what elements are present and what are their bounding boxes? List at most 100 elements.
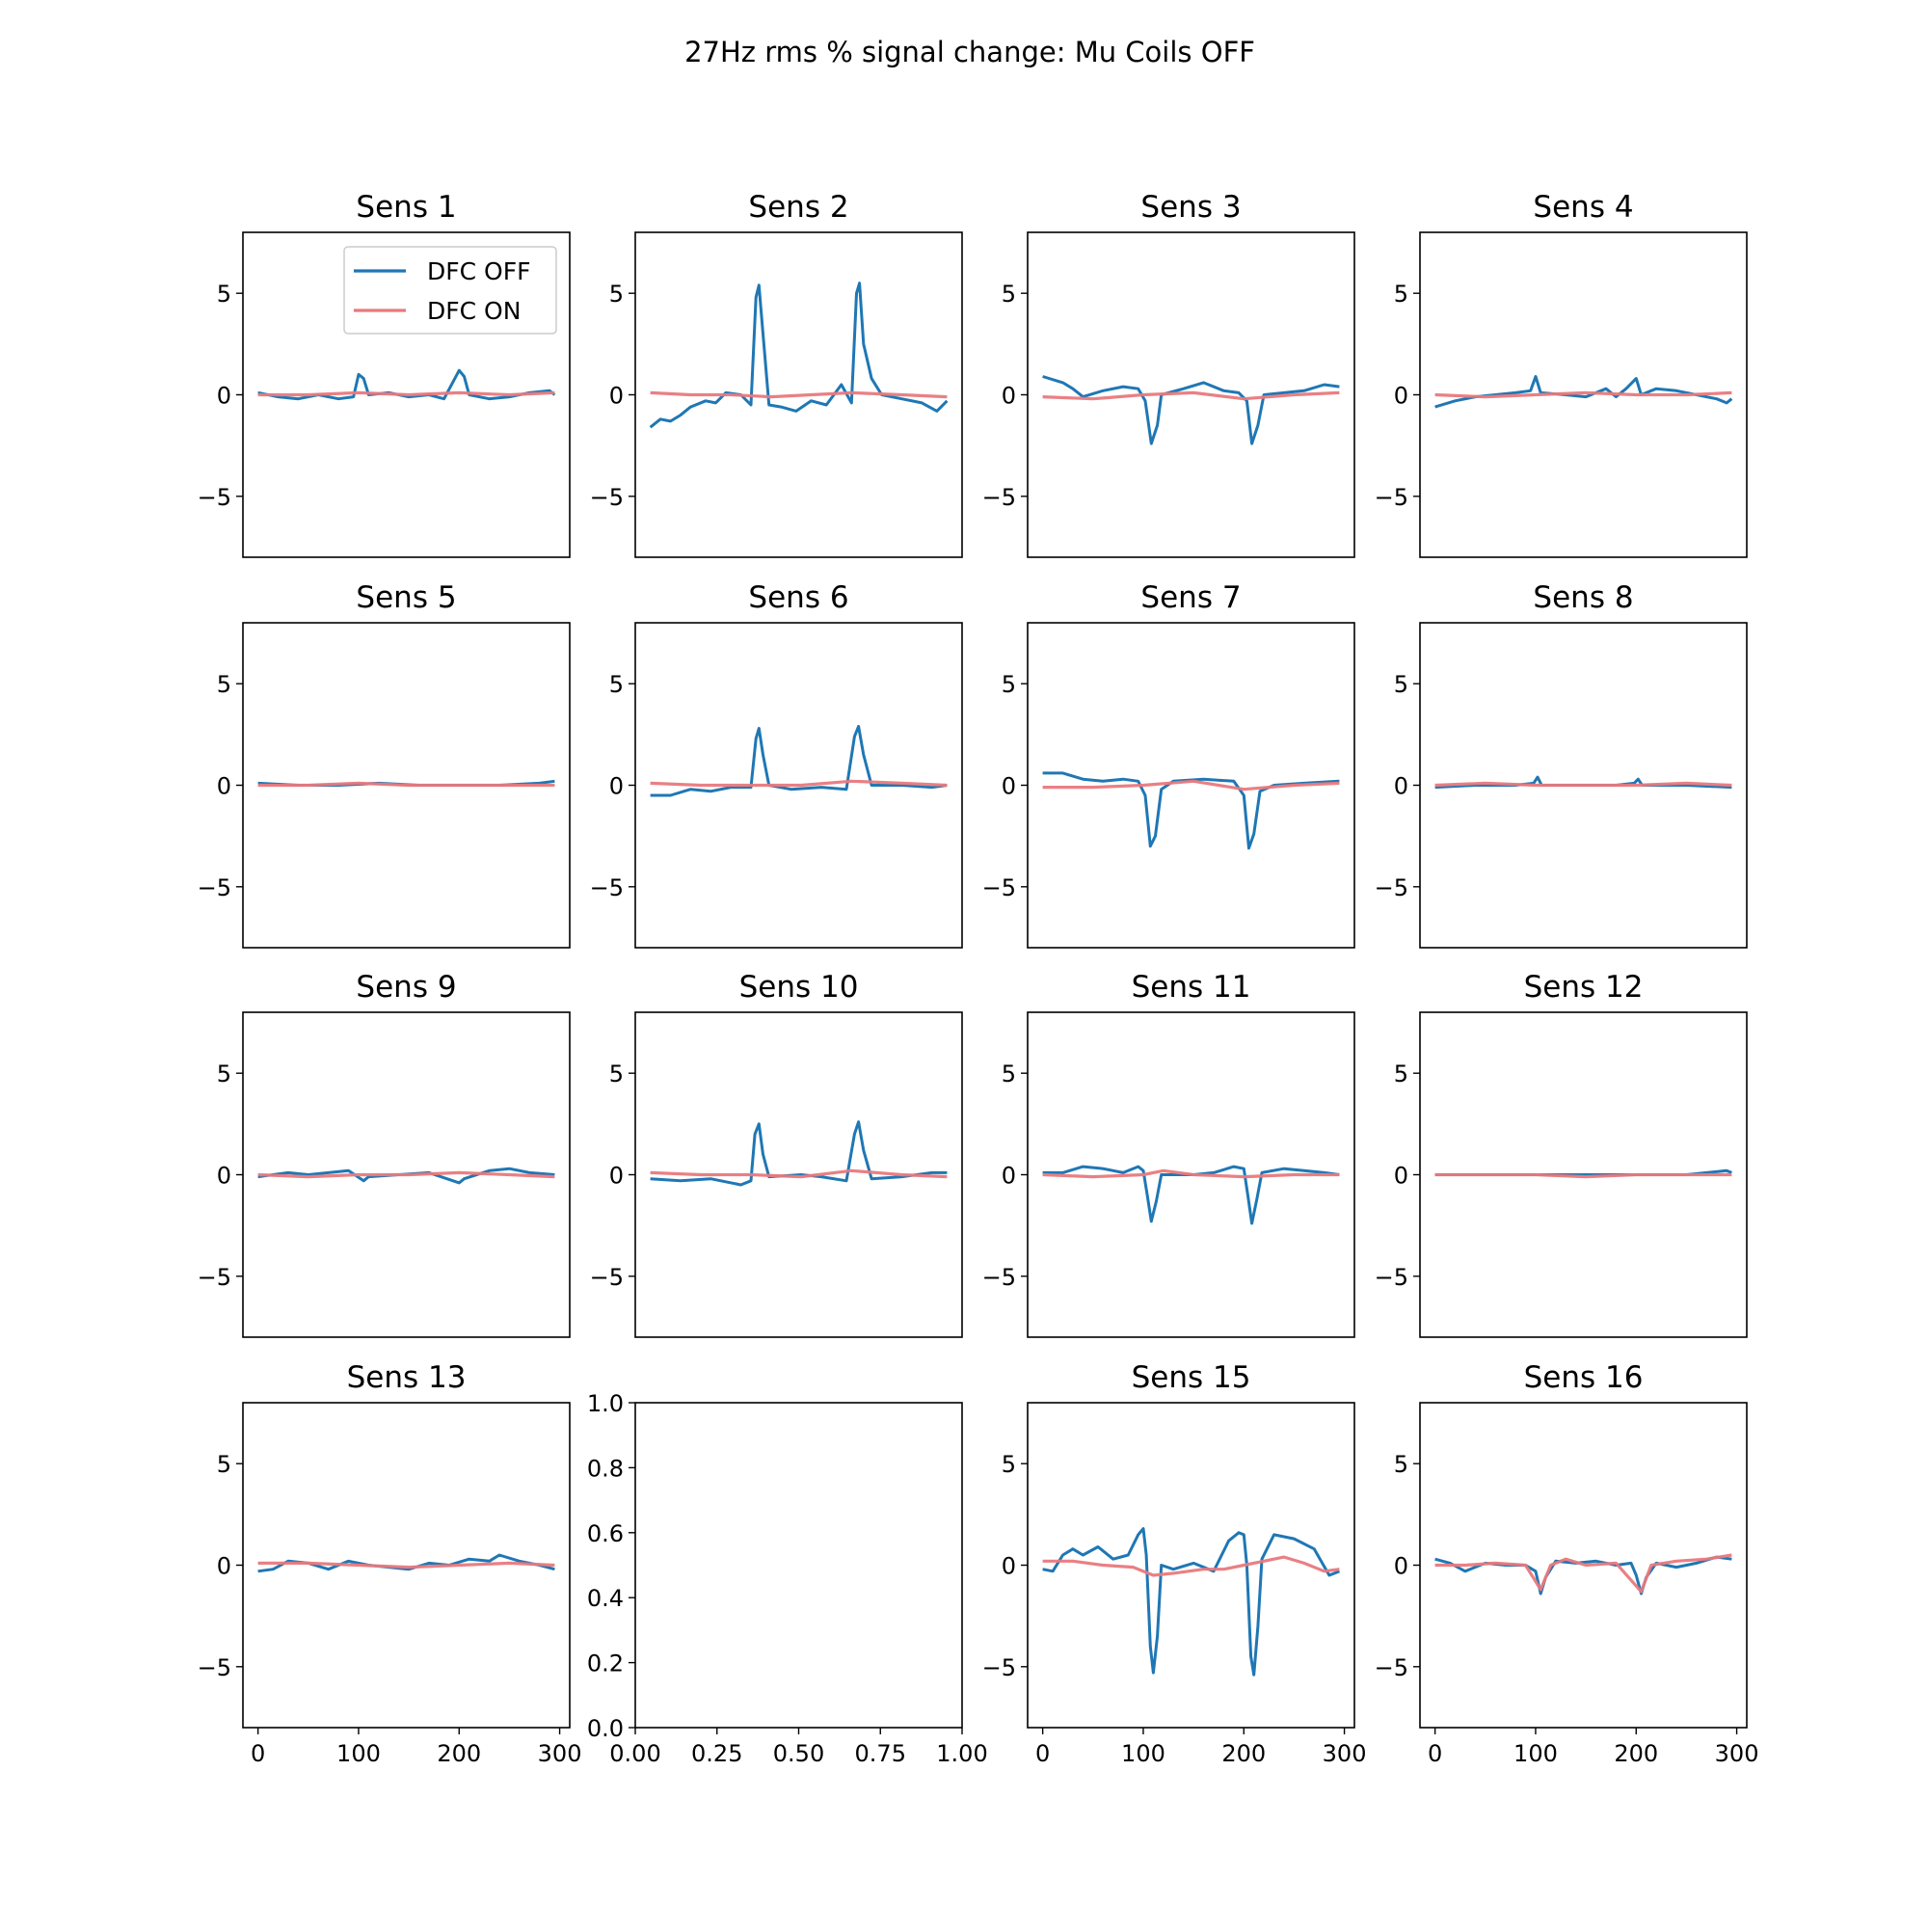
subplot-11: Sens 11 −5 0 5 (982, 970, 1355, 1338)
y-tick-label: 0.4 (587, 1585, 624, 1612)
x-tick-label: 200 (1614, 1740, 1658, 1767)
x-tick-label: 100 (336, 1740, 381, 1767)
y-tick-label: 0.0 (587, 1715, 624, 1742)
y-tick-label: 5 (1002, 671, 1016, 698)
y-tick-label: −5 (1375, 1264, 1408, 1291)
y-tick-label: −5 (198, 874, 231, 901)
y-tick-label: 5 (1394, 671, 1408, 698)
y-tick-label: 5 (1394, 1060, 1408, 1087)
x-tick-label: 1.00 (936, 1740, 987, 1767)
subplot-12: Sens 12 −5 0 5 (1375, 970, 1748, 1338)
y-tick-label: 5 (609, 671, 624, 698)
subplot-7: Sens 7 −5 0 5 (982, 580, 1355, 949)
legend-label: DFC ON (427, 297, 521, 325)
subplot-title: Sens 13 (347, 1360, 467, 1395)
subplot-10: Sens 10 −5 0 5 (590, 970, 963, 1338)
series-line-dfc-on (1042, 1555, 1340, 1577)
series-line-dfc-on (1042, 779, 1340, 792)
y-tick-label: 0 (217, 773, 231, 800)
subplot-3: Sens 3 −5 0 5 (982, 190, 1355, 558)
y-tick-label: −5 (982, 484, 1016, 511)
y-tick-label: 5 (217, 281, 231, 308)
x-tick-label: 300 (1715, 1740, 1759, 1767)
series-line-dfc-on (1434, 781, 1732, 788)
y-tick-label: 5 (609, 281, 624, 308)
series-line-dfc-on (650, 779, 948, 788)
subplot-title: Sens 16 (1524, 1360, 1644, 1395)
y-tick-label: −5 (198, 1264, 231, 1291)
subplot-title: Sens 5 (356, 580, 456, 615)
x-tick-label: 200 (1221, 1740, 1266, 1767)
series-line-dfc-on (1434, 1172, 1732, 1179)
y-tick-label: 5 (217, 1060, 231, 1087)
y-tick-label: 5 (217, 1451, 231, 1478)
series-line-dfc-off (650, 1120, 948, 1187)
subplot-4: Sens 4 −5 0 5 (1375, 190, 1748, 558)
y-tick-label: −5 (590, 874, 624, 901)
y-tick-label: 5 (1394, 1451, 1408, 1478)
y-tick-label: −5 (590, 1264, 624, 1291)
series-line-dfc-on (1434, 390, 1732, 399)
y-tick-label: 0 (1002, 383, 1016, 410)
series-line-dfc-on (257, 1170, 555, 1179)
y-tick-label: 0 (1394, 1553, 1408, 1580)
series-line-dfc-on (257, 390, 555, 397)
y-tick-label: 1.0 (587, 1390, 624, 1417)
y-tick-label: 5 (1002, 1451, 1016, 1478)
y-tick-label: 0 (217, 1553, 231, 1580)
subplot-title: Sens 15 (1132, 1360, 1251, 1395)
subplot-title: Sens 6 (748, 580, 848, 615)
y-tick-label: 0 (1002, 773, 1016, 800)
series-line-dfc-off (257, 368, 556, 401)
x-tick-label: 0 (1428, 1740, 1442, 1767)
y-tick-label: 0 (609, 773, 624, 800)
x-tick-label: 300 (538, 1740, 582, 1767)
subplot-title: Sens 12 (1524, 970, 1644, 1005)
x-tick-label: 200 (437, 1740, 481, 1767)
subplot-title: Sens 4 (1533, 190, 1633, 225)
y-tick-label: −5 (982, 874, 1016, 901)
y-tick-label: 0 (1394, 383, 1408, 410)
subplot-title: Sens 2 (748, 190, 848, 225)
series-line-dfc-on (257, 1561, 555, 1570)
y-tick-label: 5 (1002, 1060, 1016, 1087)
legend: DFC OFF DFC ON (343, 246, 557, 335)
y-tick-label: 0 (1394, 1163, 1408, 1190)
y-tick-label: −5 (1375, 1654, 1408, 1681)
x-tick-label: 100 (1121, 1740, 1165, 1767)
subplot-title: Sens 7 (1140, 580, 1241, 615)
x-tick-label: 100 (1513, 1740, 1558, 1767)
subplot-grid: Sens 1 −5 0 5 DFC OFF DFC ON Sens 2 −5 0 5 Sens 3 −… (198, 190, 1759, 1767)
subplot-8: Sens 8 −5 0 5 (1375, 580, 1748, 949)
subplot-5: Sens 5 −5 0 5 (198, 580, 571, 949)
y-tick-label: −5 (1375, 484, 1408, 511)
y-tick-label: −5 (982, 1654, 1016, 1681)
y-tick-label: 0.2 (587, 1650, 624, 1677)
y-tick-label: −5 (982, 1264, 1016, 1291)
series-line-dfc-off (1042, 375, 1340, 445)
y-tick-label: −5 (198, 484, 231, 511)
x-tick-label: 0.50 (773, 1740, 824, 1767)
x-tick-label: 0 (1035, 1740, 1050, 1767)
series-line-dfc-on (650, 390, 948, 399)
y-tick-label: 5 (609, 1060, 624, 1087)
figure-title: 27Hz rms % signal change: Mu Coils OFF (684, 36, 1255, 68)
subplot-title: Sens 1 (356, 190, 456, 225)
y-tick-label: 0 (217, 383, 231, 410)
y-tick-label: 0 (1002, 1163, 1016, 1190)
legend-label: DFC OFF (427, 257, 530, 285)
subplot-title: Sens 10 (739, 970, 859, 1005)
series-line-dfc-on (650, 1168, 948, 1179)
series-line-dfc-off (649, 282, 949, 429)
y-tick-label: 0.8 (587, 1455, 624, 1482)
x-tick-label: 300 (1323, 1740, 1367, 1767)
x-tick-label: 0.25 (691, 1740, 742, 1767)
y-tick-label: 0 (609, 383, 624, 410)
subplot-2: Sens 2 −5 0 5 (590, 190, 963, 558)
